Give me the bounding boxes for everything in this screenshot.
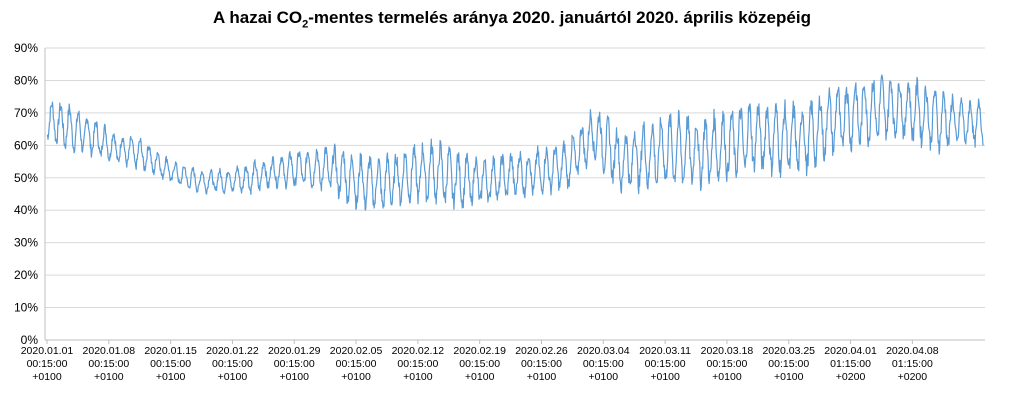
x-tick-label: 2020.03.25 (762, 345, 815, 357)
x-tick-label: 00:15:00 (768, 358, 809, 370)
y-tick-label: 10% (14, 301, 38, 315)
chart-title-post: -mentes termelés aránya 2020. januártól … (308, 8, 811, 27)
plot-area (46, 74, 984, 211)
x-tick-label: 00:15:00 (88, 358, 129, 370)
chart-title: A hazai CO2-mentes termelés aránya 2020.… (0, 8, 1024, 30)
x-tick-label: 2020.03.18 (701, 345, 754, 357)
x-tick-label: 2020.01.29 (268, 345, 321, 357)
x-tick-label: +0100 (774, 371, 804, 383)
y-tick-label: 30% (14, 236, 38, 250)
x-tick-label: +0100 (712, 371, 742, 383)
x-tick-label: 00:15:00 (459, 358, 500, 370)
x-tick-label: 2020.02.19 (453, 345, 506, 357)
x-tick-label: 00:15:00 (27, 358, 68, 370)
x-tick-label: 00:15:00 (645, 358, 686, 370)
y-tick-labels: 0% 10% 20% 30% 40% 50% 60% 70% 80% 90% (14, 41, 38, 347)
y-tick-label: 50% (14, 171, 38, 185)
x-tick-label: 00:15:00 (521, 358, 562, 370)
x-tick-label: 2020.01.15 (144, 345, 197, 357)
x-tick-label: 01:15:00 (892, 358, 933, 370)
x-tick-label: 2020.04.01 (824, 345, 877, 357)
x-tick-label: 00:15:00 (150, 358, 191, 370)
x-tick-label: 2020.03.04 (577, 345, 630, 357)
x-tick-label: 00:15:00 (274, 358, 315, 370)
x-tick-label: 2020.01.08 (83, 345, 136, 357)
series-line (46, 74, 984, 211)
x-tick-label: 00:15:00 (336, 358, 377, 370)
x-tick-label: +0100 (279, 371, 309, 383)
x-tick-label: 00:15:00 (212, 358, 253, 370)
y-tick-label: 20% (14, 268, 38, 282)
x-tick-label: 2020.02.26 (515, 345, 568, 357)
x-tick-label: +0100 (156, 371, 186, 383)
gridlines (45, 47, 985, 309)
x-tick-label: +0200 (898, 371, 928, 383)
y-tick-label: 60% (14, 138, 38, 152)
x-tick-label: 2020.03.11 (639, 345, 691, 357)
y-tick-label: 80% (14, 73, 38, 87)
x-tick-label: +0100 (465, 371, 495, 383)
x-tick-label: +0100 (341, 371, 371, 383)
y-tick-label: 40% (14, 203, 38, 217)
x-tick-label: 2020.01.01 (21, 345, 74, 357)
x-tick-label: 00:15:00 (583, 358, 624, 370)
x-tick-label: +0100 (94, 371, 124, 383)
x-tick-label: 01:15:00 (830, 358, 871, 370)
x-tick-label: 2020.01.22 (206, 345, 259, 357)
x-tick-label: 2020.02.05 (330, 345, 383, 357)
y-tick-label: 70% (14, 106, 38, 120)
axes (44, 48, 985, 344)
y-tick-label: 0% (21, 333, 39, 347)
x-tick-label: +0100 (650, 371, 680, 383)
x-tick-label: +0100 (218, 371, 248, 383)
x-tick-label: +0100 (32, 371, 62, 383)
x-tick-labels: 2020.01.0100:15:00+01002020.01.0800:15:0… (21, 345, 939, 383)
x-tick-label: +0100 (589, 371, 619, 383)
x-tick-label: 00:15:00 (706, 358, 747, 370)
x-tick-label: 2020.04.08 (886, 345, 939, 357)
x-tick-label: +0100 (527, 371, 557, 383)
x-tick-label: 00:15:00 (397, 358, 438, 370)
x-tick-label: +0100 (403, 371, 433, 383)
x-tick-label: 2020.02.12 (392, 345, 445, 357)
chart-title-pre: A hazai CO (213, 8, 303, 27)
chart-title-subscript: 2 (302, 18, 309, 31)
x-tick-label: +0200 (836, 371, 866, 383)
y-tick-label: 90% (14, 41, 38, 55)
